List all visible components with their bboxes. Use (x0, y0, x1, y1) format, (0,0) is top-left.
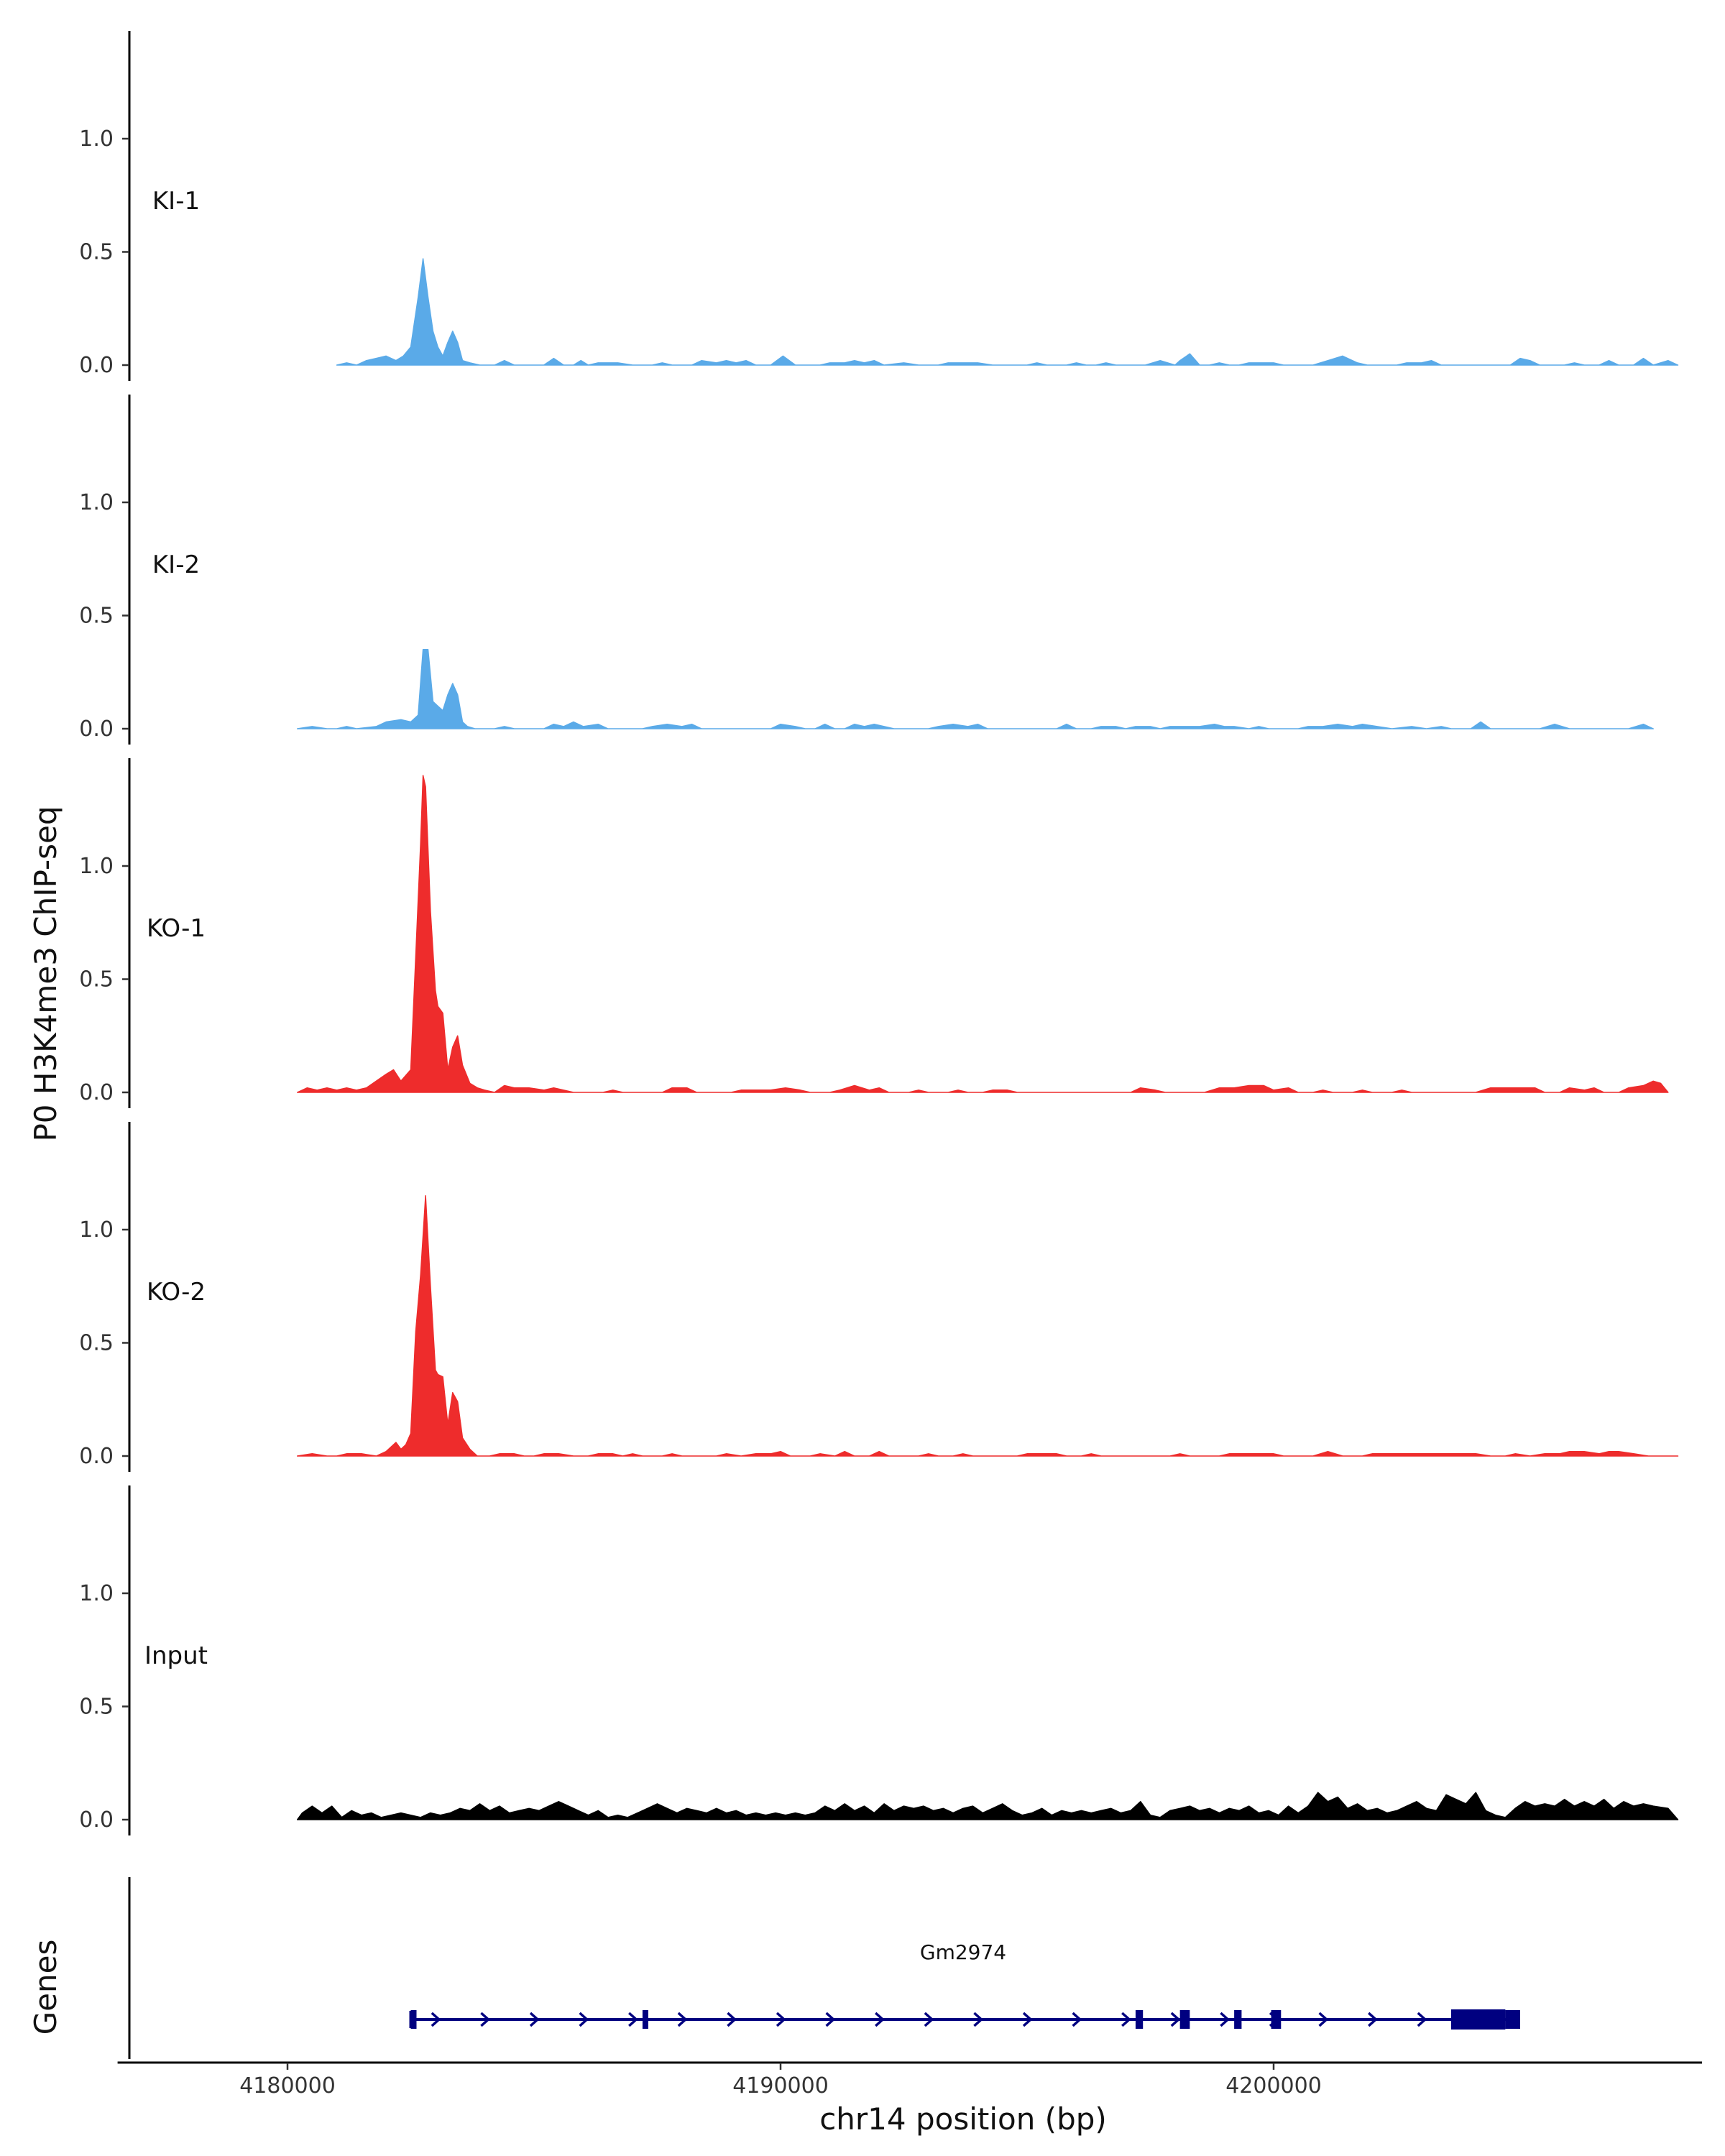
y-tick-label: 0.5 (79, 604, 114, 629)
track-label: Input (144, 1641, 208, 1670)
strand-arrow (924, 2012, 934, 2027)
track-label: KO-2 (147, 1278, 206, 1307)
track-ko-1: 0.0 0.5 1.0 KO-1 (79, 758, 1669, 1108)
strand-arrow (529, 2012, 540, 2027)
gene-exon (1505, 2010, 1520, 2029)
x-tick-label: 4200000 (1225, 2073, 1322, 2099)
gene-exon (410, 2010, 417, 2029)
gene-exon (1135, 2010, 1144, 2029)
x-axis-title: chr14 position (bp) (819, 2101, 1107, 2137)
track-ki-1: 0.0 0.5 1.0 KI-1 (79, 31, 1679, 381)
strand-arrow (628, 2012, 638, 2027)
strand-arrow (579, 2012, 589, 2027)
strand-arrow (1318, 2012, 1329, 2027)
track-label: KO-1 (147, 914, 206, 943)
signal-area (296, 649, 1654, 729)
strand-arrow (1170, 2012, 1181, 2027)
y-axis-title: P0 H3K4me3 ChIP-seq (28, 806, 63, 1141)
strand-arrow (727, 2012, 737, 2027)
y-tick-label: 0.5 (79, 1695, 114, 1720)
strand-arrow (480, 2012, 491, 2027)
gene-exon (1450, 2009, 1506, 2030)
y-tick-label: 0.5 (79, 967, 114, 992)
track-panels: 0.00.51.0KI-10.00.51.0KI-20.00.51.0KO-10… (79, 31, 1679, 1835)
signal-area (296, 1792, 1679, 1820)
gene-exon (642, 2010, 648, 2029)
strand-arrow (1417, 2012, 1427, 2027)
strand-arrow (1072, 2012, 1082, 2027)
strand-arrow (973, 2012, 984, 2027)
y-tick-label: 0.5 (79, 1331, 114, 1356)
signal-area (296, 775, 1669, 1093)
strand-arrow (875, 2012, 885, 2027)
y-tick-label: 0.0 (79, 1444, 114, 1469)
y-tick-label: 1.0 (79, 1217, 114, 1243)
strand-arrow (431, 2012, 441, 2027)
y-tick-label: 0.0 (79, 717, 114, 742)
strand-arrow (1022, 2012, 1033, 2027)
strand-arrow (825, 2012, 836, 2027)
strand-arrow (677, 2012, 688, 2027)
track-label: KI-2 (152, 550, 200, 579)
signal-area (336, 258, 1679, 366)
genes-axis-title: Genes (28, 1940, 63, 2035)
x-tick-label: 4180000 (239, 2073, 336, 2099)
y-tick-label: 1.0 (79, 1581, 114, 1606)
x-axis: 4180000 4190000 4200000 (117, 2061, 1702, 2099)
strand-arrow (1368, 2012, 1378, 2027)
genes-panel: Gm2974 (128, 1877, 1520, 2059)
x-tick-label: 4190000 (732, 2073, 829, 2099)
y-tick-label: 0.5 (79, 240, 114, 265)
y-tick-label: 0.0 (79, 1807, 114, 1833)
y-tick-label: 1.0 (79, 126, 114, 152)
strand-arrow (1121, 2012, 1131, 2027)
gene-exon (1271, 2010, 1282, 2029)
strand-arrow (776, 2012, 786, 2027)
y-tick-label: 1.0 (79, 854, 114, 879)
y-tick-label: 0.0 (79, 353, 114, 378)
y-tick-label: 1.0 (79, 490, 114, 515)
gene-exon (1179, 2010, 1190, 2029)
track-input: 0.0 0.5 1.0 Input (79, 1485, 1679, 1835)
gene-exon (1234, 2010, 1242, 2029)
track-label: KI-1 (152, 187, 200, 216)
y-tick-label: 0.0 (79, 1080, 114, 1105)
signal-area (296, 1195, 1679, 1457)
gene-label: Gm2974 (920, 1940, 1006, 1964)
strand-arrow (1220, 2012, 1230, 2027)
track-ki-2: 0.0 0.5 1.0 KI-2 (79, 395, 1654, 745)
track-ko-2: 0.0 0.5 1.0 KO-2 (79, 1122, 1679, 1472)
